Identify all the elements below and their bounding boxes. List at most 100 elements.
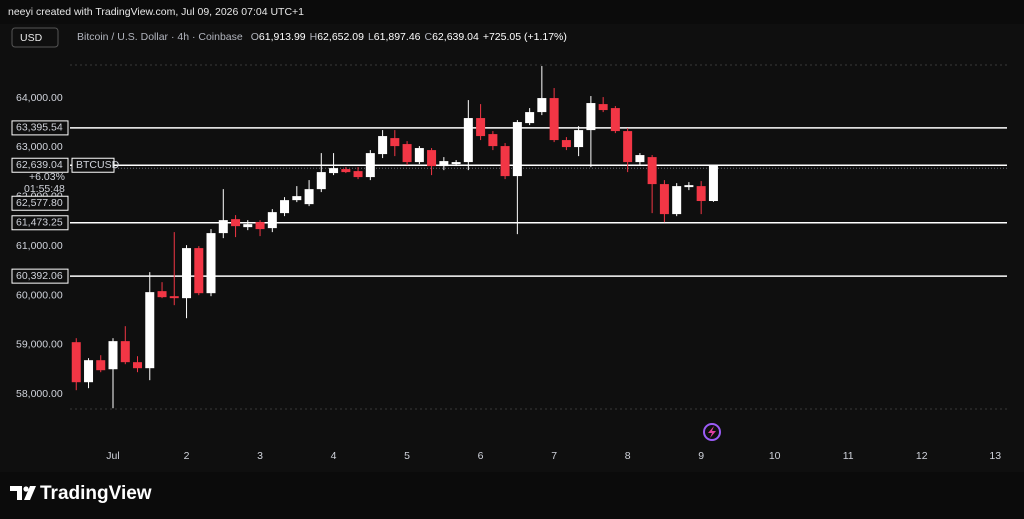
x-tick-label: 10 (769, 450, 781, 462)
y-tick-label: 60,000.00 (16, 289, 63, 301)
candle-body (488, 134, 498, 147)
candle-body (145, 292, 155, 369)
x-tick-label: 13 (989, 450, 1001, 462)
ohlc-key: H (310, 31, 318, 43)
candle-body (696, 186, 706, 202)
x-tick-label: 7 (551, 450, 557, 462)
candle-body (132, 362, 142, 369)
price-line-label-box (11, 268, 69, 284)
candle-body (169, 296, 179, 299)
y-tick-label: 58,000.00 (16, 388, 63, 400)
candle-body (439, 161, 449, 167)
candle-body (672, 186, 682, 215)
prev-price-label-box (11, 195, 69, 211)
ohlc-value: 61,913.99 (259, 31, 306, 43)
ohlc-key: O (251, 31, 259, 43)
candle-body (549, 98, 559, 141)
candle-body (353, 171, 363, 178)
candle-body (635, 155, 645, 163)
candle-body (500, 146, 510, 177)
price-line-label-box (11, 215, 69, 231)
currency: USD (20, 32, 43, 44)
candle-body (182, 248, 192, 299)
symbol-label: BTCUSD (76, 159, 120, 171)
price-line-label-box (11, 120, 69, 136)
y-tick-label: 61,000.00 (16, 240, 63, 252)
x-tick-label: 9 (698, 450, 704, 462)
candle-body (255, 222, 265, 230)
candle-body (402, 144, 412, 163)
candle-body (414, 148, 424, 163)
ohlc-value: 61,897.46 (374, 31, 421, 43)
last-price-label-box (11, 157, 69, 173)
last-price-label: 62,639.04 (16, 159, 63, 171)
y-tick-label: 64,000.00 (16, 92, 63, 104)
x-tick-label: Jul (106, 450, 119, 462)
candle-body (586, 103, 596, 131)
candle-body (427, 150, 437, 167)
candle-body (463, 118, 473, 163)
ohlc-key: L (368, 31, 374, 43)
attribution: neeyi created with TradingView.com, Jul … (8, 6, 304, 18)
x-tick-label: 4 (331, 450, 337, 462)
candle-body (267, 212, 277, 229)
candle-body (280, 200, 290, 214)
candle-body (194, 248, 204, 294)
x-tick-label: 8 (625, 450, 631, 462)
candle-body (304, 189, 314, 205)
candle-body (561, 140, 571, 148)
x-tick-label: 2 (184, 450, 190, 462)
candle-body (537, 98, 547, 113)
chart-panel (0, 24, 1024, 472)
candle-body (708, 165, 718, 202)
candle-body (574, 130, 584, 148)
candle-body (598, 104, 608, 111)
candle-body (390, 138, 400, 147)
candle-body (659, 184, 669, 215)
candle-body (378, 136, 388, 155)
change-pct: +6.03% (29, 171, 65, 183)
price-line-label: 60,392.06 (16, 270, 63, 282)
candle-body (525, 112, 535, 124)
prev-price-label: 62,577.80 (16, 197, 63, 209)
candle-body (610, 108, 620, 132)
currency-box (11, 27, 59, 48)
candle-body (623, 131, 633, 163)
ohlc-value: 62,639.04 (432, 31, 479, 43)
candle-body (218, 220, 228, 234)
x-tick-label: 12 (916, 450, 928, 462)
x-tick-label: 11 (843, 450, 854, 462)
candle-body (329, 168, 339, 174)
candle-body (512, 122, 522, 177)
event-icon (703, 423, 721, 441)
ohlc-key: C (425, 31, 433, 43)
candle-body (684, 185, 694, 188)
price-line-label: 61,473.25 (16, 217, 63, 229)
y-tick-label: 63,000.00 (16, 141, 63, 153)
change: +725.05 (+1.17%) (483, 31, 567, 43)
candle-body (292, 196, 302, 201)
countdown: 01:55:48 (24, 183, 65, 195)
candle-body (243, 224, 253, 228)
candle-body (647, 157, 657, 185)
x-tick-label: 5 (404, 450, 410, 462)
ohlc-value: 62,652.09 (317, 31, 364, 43)
candle-body (341, 169, 351, 173)
candle-body (316, 172, 326, 190)
brand: TradingView (40, 483, 152, 504)
symbol-box (71, 157, 115, 173)
x-tick-label: 6 (478, 450, 484, 462)
candle-body (120, 341, 130, 363)
price-line-label: 63,395.54 (16, 122, 63, 134)
candle-body (157, 291, 167, 298)
y-tick-label: 59,000.00 (16, 339, 63, 351)
candle-body (96, 360, 106, 371)
candle-body (451, 162, 461, 165)
brand-logo (10, 486, 36, 500)
candle-body (108, 341, 118, 370)
candle-body (71, 342, 81, 383)
candle-body (365, 153, 375, 178)
x-tick-label: 3 (257, 450, 263, 462)
symbol-legend: Bitcoin / U.S. Dollar · 4h · Coinbase O61… (77, 31, 567, 43)
